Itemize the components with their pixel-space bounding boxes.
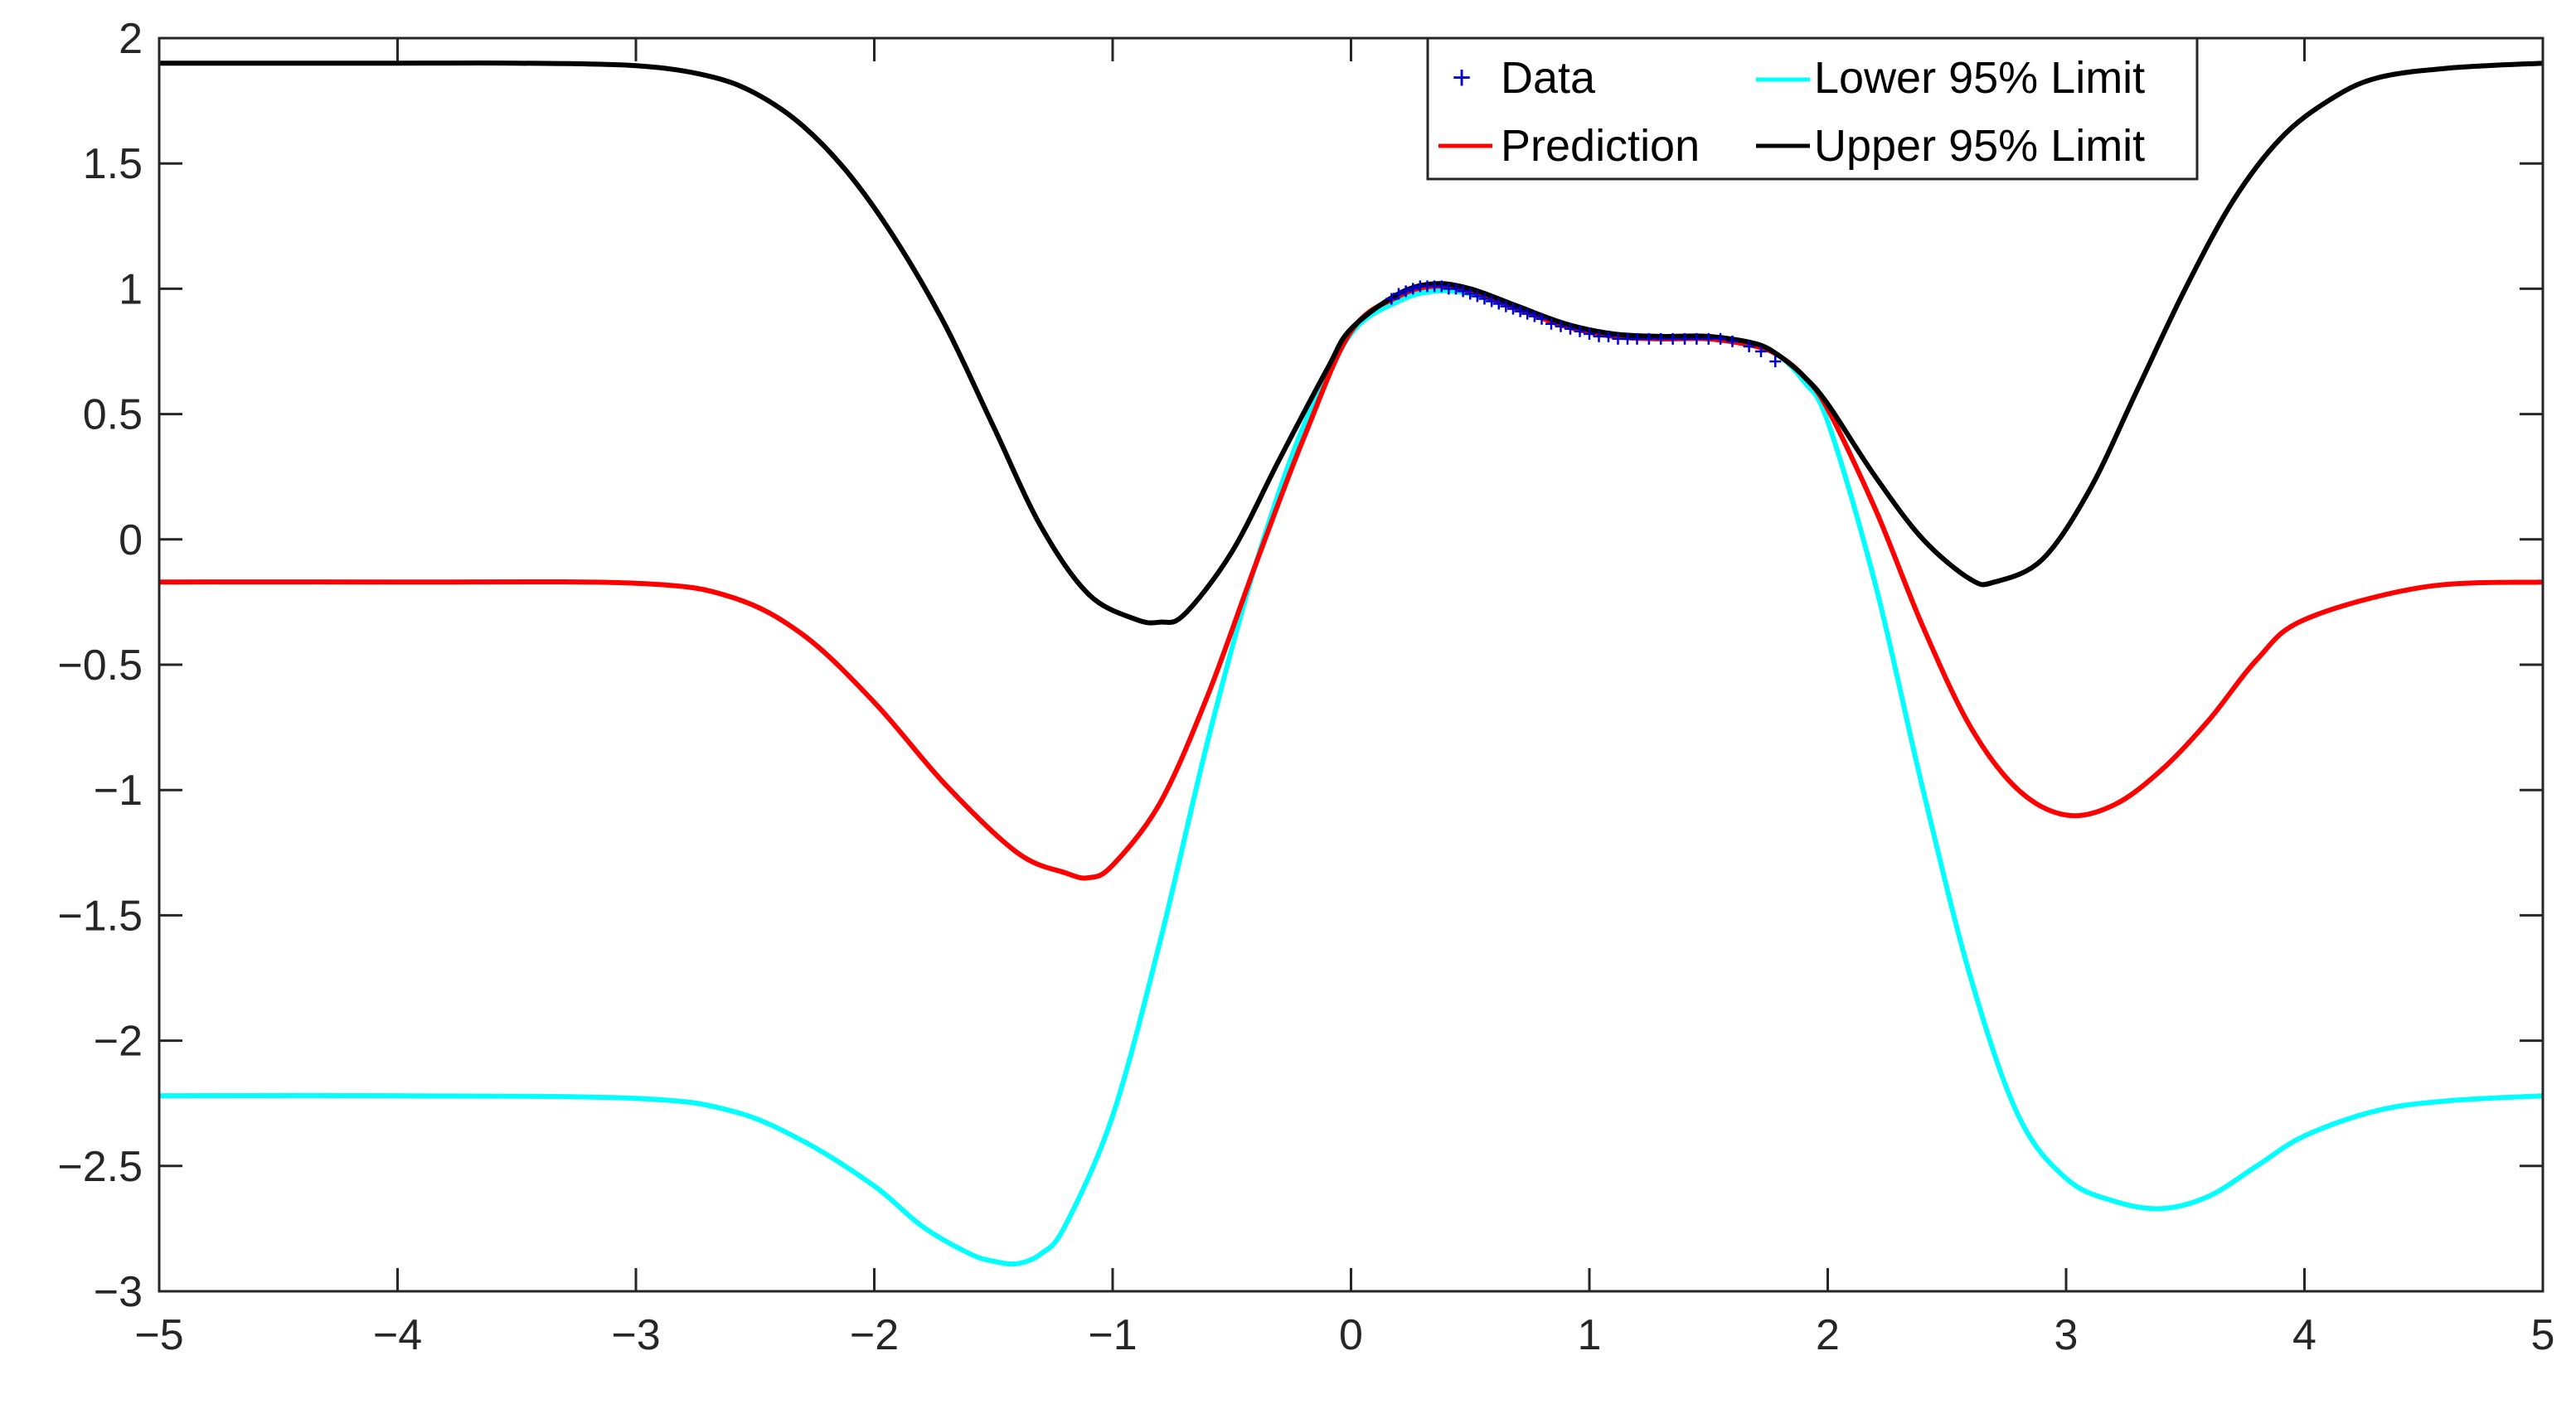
data-point: [1679, 332, 1691, 345]
legend-label-upper: Upper 95% Limit: [1814, 121, 2145, 171]
data-point: [1457, 285, 1469, 298]
data-point: [1471, 290, 1483, 303]
legend-label-lower: Lower 95% Limit: [1814, 53, 2145, 103]
x-tick-label: −4: [373, 1311, 422, 1359]
legend-entry-lower: Lower 95% Limit: [1756, 53, 2145, 103]
data-point: [1507, 303, 1519, 315]
y-tick-label: −0.5: [57, 641, 143, 690]
legend-label-prediction: Prediction: [1501, 121, 1700, 171]
series-line-lower-95-limit: [159, 288, 2543, 1267]
data-point: [1393, 288, 1404, 300]
data-point: [1726, 335, 1739, 347]
x-tick-label: 0: [1339, 1311, 1363, 1359]
x-tick-label: 1: [1578, 1311, 1602, 1359]
series-layer: [159, 60, 2543, 1267]
x-tick-label: −1: [1088, 1311, 1137, 1359]
data-point: [1500, 300, 1512, 312]
data-point: [1528, 310, 1540, 322]
data-point: [1691, 332, 1703, 345]
legend-data-marker: +: [1452, 60, 1471, 96]
axes-box: [158, 36, 2544, 1293]
data-point: [1574, 325, 1586, 337]
data-point: [1769, 356, 1782, 368]
series-line-prediction: [159, 283, 2543, 881]
legend-entry-prediction: Prediction: [1438, 121, 1700, 171]
data-point: [1492, 298, 1505, 310]
data-point: [1743, 340, 1755, 352]
x-tick-label: 3: [2054, 1311, 2079, 1359]
x-tick-label: −5: [134, 1311, 183, 1359]
data-point: [1478, 293, 1491, 305]
y-tick-label: −2.5: [57, 1143, 143, 1191]
legend-entry-upper: Upper 95% Limit: [1756, 121, 2145, 171]
legend-box: [1426, 36, 2199, 181]
data-point: [1555, 320, 1567, 332]
data-point: [1486, 295, 1498, 307]
data-point: [1565, 322, 1576, 335]
y-tick-label: 2: [119, 15, 143, 63]
x-tick-label: −2: [850, 1311, 899, 1359]
y-tick-label: −2: [94, 1018, 143, 1066]
data-point: [1514, 305, 1526, 317]
y-tick-label: −1: [94, 767, 143, 815]
data-point: [1603, 330, 1614, 342]
ticks-layer: −5 −4 −3 −2 −1 0 1 2 3 4 5 2 1.5 1 0.5 0 −0.5 −1 −1.5 −2 −2.…: [57, 15, 2554, 1359]
data-point: [1521, 307, 1534, 320]
legend-entry-data: + Data: [1452, 53, 1596, 103]
data-point: [1407, 283, 1419, 295]
data-point: [1655, 332, 1667, 345]
legend-label-data: Data: [1501, 53, 1596, 103]
data-point: [1464, 288, 1477, 300]
legend: + Data Prediction Lower 95% Limit Upper …: [1426, 36, 2199, 181]
data-point: [1535, 312, 1548, 325]
y-tick-label: −3: [94, 1268, 143, 1316]
data-point: [1545, 317, 1557, 330]
y-tick-label: 1.5: [83, 140, 143, 188]
data-point: [1450, 283, 1462, 295]
data-point: [1400, 285, 1412, 298]
data-point: [1755, 346, 1767, 357]
data-point: [1385, 293, 1398, 305]
data-point: [1666, 332, 1679, 345]
data-point: [1642, 332, 1655, 345]
x-tick-label: 4: [2292, 1311, 2316, 1359]
x-tick-label: 5: [2531, 1311, 2555, 1359]
y-tick-label: 0.5: [83, 391, 143, 439]
y-tick-label: 1: [119, 265, 143, 313]
data-point: [1702, 332, 1715, 345]
y-tick-label: 0: [119, 516, 143, 564]
x-tick-label: −3: [611, 1311, 660, 1359]
data-point: [1584, 327, 1595, 340]
data-point: [1715, 332, 1727, 345]
y-tick-label: −1.5: [57, 892, 143, 940]
data-point: [1631, 332, 1643, 345]
data-point: [1435, 280, 1448, 293]
x-tick-label: 2: [1816, 1311, 1840, 1359]
data-points-layer: [1385, 280, 1782, 368]
